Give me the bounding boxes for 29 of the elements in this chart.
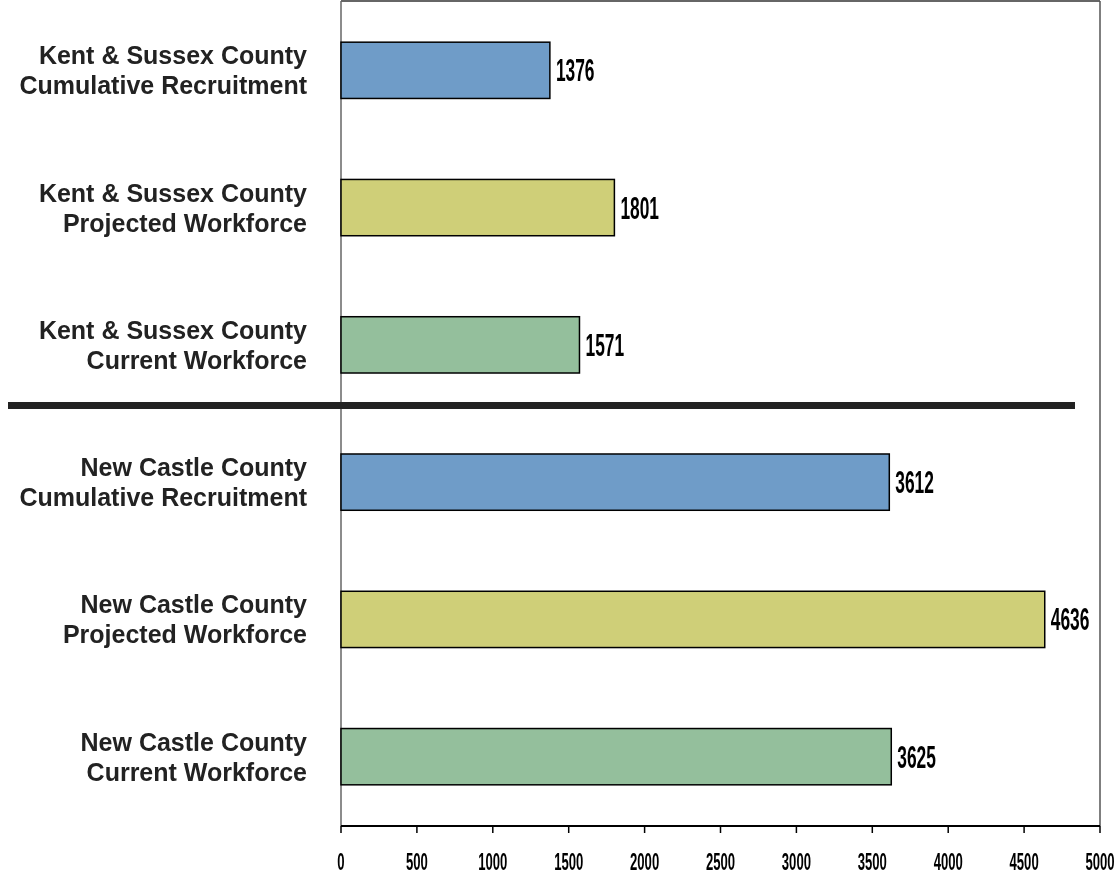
data-label: 1801 (620, 190, 660, 225)
bar (340, 41, 551, 100)
x-tick-label: 4000 (933, 849, 963, 875)
x-tick-label: 1000 (478, 849, 508, 875)
x-tick-label: 5000 (1085, 849, 1115, 875)
y-tick-label: Kent & Sussex County Current Workforce (38, 315, 308, 374)
data-label: 3612 (895, 464, 934, 500)
data-label: 3625 (897, 739, 936, 774)
x-tick-label: 500 (405, 849, 428, 875)
y-tick-label: New Castle County Projected Workforce (62, 590, 308, 649)
bar (340, 727, 893, 786)
x-tick-label: 1500 (554, 849, 584, 875)
y-tick-label: New Castle County Cumulative Recruitment (19, 453, 308, 512)
bar (340, 453, 891, 512)
y-tick-label: Kent & Sussex County Projected Workforce (38, 178, 308, 237)
bar (340, 178, 616, 237)
y-tick-label: Kent & Sussex County Cumulative Recruitment (19, 41, 308, 100)
bar (340, 315, 581, 374)
x-tick-label: 3000 (781, 849, 811, 875)
x-tick-label: 2500 (705, 849, 736, 875)
x-tick-label: 4500 (1009, 849, 1039, 875)
x-tick-label: 0 (337, 849, 345, 875)
y-tick-label: New Castle County Current Workforce (80, 727, 308, 786)
data-label: 1571 (585, 327, 625, 363)
bar (340, 590, 1046, 649)
data-label: 4636 (1050, 602, 1090, 637)
x-tick-label: 2000 (630, 849, 660, 875)
data-label: 1376 (555, 52, 595, 88)
x-tick-label: 3500 (857, 849, 887, 875)
